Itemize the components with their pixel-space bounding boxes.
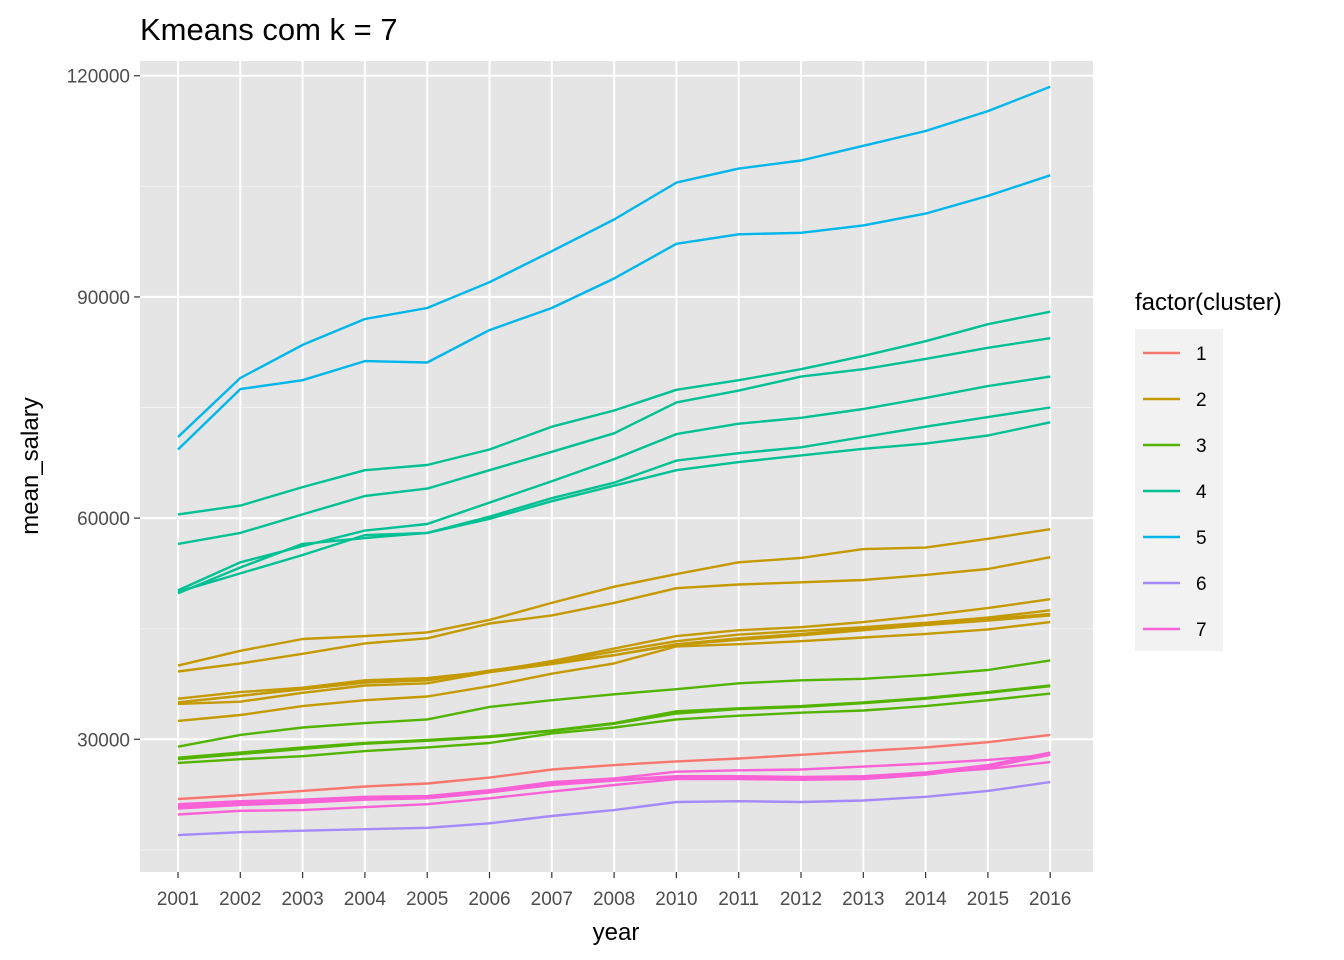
series-line-cluster-2	[177, 598, 1051, 700]
y-axis-ticks: 30000 60000 90000 120000	[67, 67, 140, 751]
x-tick-label: 2010	[655, 889, 697, 910]
legend-label-7: 7	[1196, 620, 1207, 641]
y-tick-label: 120000	[67, 67, 130, 88]
x-tick-label: 2003	[281, 889, 323, 910]
series-line-cluster-3	[177, 659, 1051, 748]
x-axis-title: year	[593, 919, 640, 946]
series-line-cluster-3	[177, 685, 1051, 761]
series-line-cluster-2	[177, 528, 1051, 667]
series-line-cluster-4	[177, 337, 1051, 546]
series-line-cluster-7	[177, 753, 1051, 806]
x-tick-label: 2011	[718, 889, 759, 910]
series-line-cluster-7	[177, 760, 1051, 810]
series-line-cluster-2	[177, 614, 1051, 706]
series-line-cluster-1	[177, 733, 1051, 801]
x-tick-label: 2014	[904, 889, 947, 910]
series-line-cluster-2	[177, 620, 1051, 723]
legend-title: factor(cluster)	[1135, 289, 1282, 316]
x-tick-label: 2001	[157, 889, 199, 910]
series-line-cluster-4	[177, 421, 1051, 593]
legend: factor(cluster) 1 2 3 4 5 6 7	[1135, 289, 1282, 651]
legend-entries: 1 2 3 4 5 6 7	[1143, 344, 1207, 641]
x-tick-label: 2013	[842, 889, 884, 910]
x-axis-ticks: 2001 2002 2003 2004 2005 2006 2007 2008 2010 2011…	[157, 872, 1071, 910]
y-tick-label: 30000	[77, 730, 130, 751]
series-line-cluster-7	[177, 753, 1051, 816]
grid-minor	[140, 185, 1093, 851]
y-axis-title: mean_salary	[17, 397, 44, 534]
legend-label-6: 6	[1196, 574, 1207, 595]
x-tick-label: 2005	[406, 889, 448, 910]
x-tick-label: 2004	[344, 889, 387, 910]
x-tick-label: 2008	[593, 889, 635, 910]
series-line-cluster-4	[177, 406, 1051, 595]
plot-panel	[140, 61, 1093, 872]
series-line-cluster-2	[177, 556, 1051, 673]
series-line-cluster-5	[177, 85, 1051, 438]
chart-title: Kmeans com k = 7	[140, 12, 398, 47]
x-tick-label: 2015	[967, 889, 1009, 910]
x-tick-label: 2006	[468, 889, 510, 910]
x-tick-label: 2012	[780, 889, 822, 910]
legend-label-1: 1	[1196, 344, 1207, 365]
y-tick-label: 90000	[77, 288, 130, 309]
series-line-cluster-5	[177, 174, 1051, 451]
x-tick-label: 2016	[1029, 889, 1071, 910]
grid-major	[140, 61, 1093, 872]
legend-label-5: 5	[1196, 528, 1207, 549]
legend-label-3: 3	[1196, 436, 1207, 457]
series-line-cluster-3	[177, 692, 1051, 765]
series-lines	[177, 85, 1051, 837]
x-tick-label: 2002	[219, 889, 261, 910]
x-tick-label: 2007	[531, 889, 573, 910]
series-line-cluster-4	[177, 310, 1051, 516]
legend-label-4: 4	[1196, 482, 1207, 503]
legend-label-2: 2	[1196, 390, 1207, 411]
y-tick-label: 60000	[77, 509, 130, 530]
series-line-cluster-6	[177, 780, 1051, 837]
